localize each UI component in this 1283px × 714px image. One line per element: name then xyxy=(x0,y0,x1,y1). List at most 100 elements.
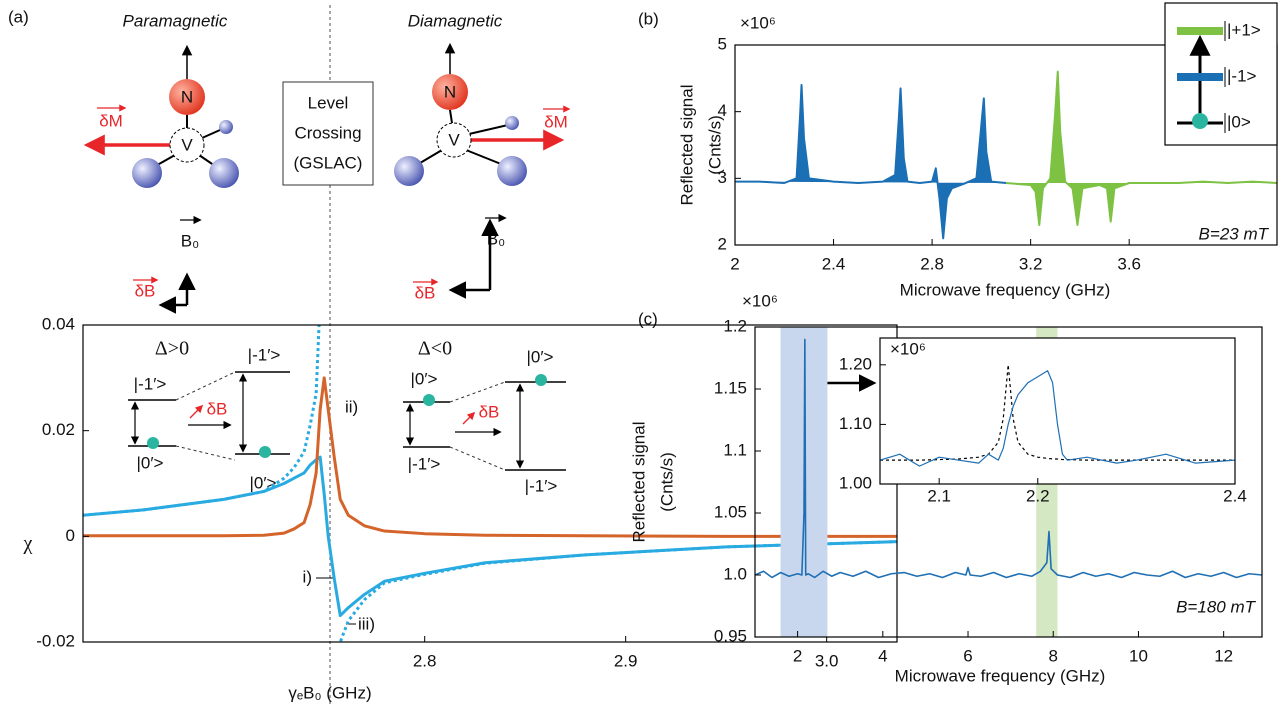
x-axis-label: Microwave frequency (GHz) xyxy=(895,666,1106,685)
y-multiplier: ×10⁶ xyxy=(740,13,776,32)
x-tick-label: 2.8 xyxy=(413,651,437,670)
level-label: |+1> xyxy=(1227,20,1261,39)
x-tick-label: 6 xyxy=(963,646,972,665)
y-axis-label: (Cnts/s) xyxy=(705,115,724,175)
chart-panel: 2 3 4 5 2 2.4 2.8 3.2 3.6 Microwave frequency (GH… xyxy=(677,2,1278,299)
inset-background xyxy=(880,338,1235,484)
panel-label: (c) xyxy=(638,309,658,328)
y-tick-label: 3 xyxy=(718,168,727,187)
x-tick-label: 2.4 xyxy=(822,254,846,273)
y-tick-label: 1.10 xyxy=(839,414,872,433)
y-tick-label: 1.15 xyxy=(714,378,747,397)
y-tick-label: -0.02 xyxy=(36,631,75,650)
x-tick-label: 3.6 xyxy=(1117,254,1141,273)
b0-label: B₀ xyxy=(181,231,199,250)
x-axis-label: Microwave frequency (GHz) xyxy=(900,280,1111,299)
plot-frame xyxy=(82,324,898,643)
level-label: |-1′> xyxy=(408,454,441,473)
crossing-box xyxy=(282,81,374,186)
y-tick-label: 1.1 xyxy=(723,440,747,459)
series-label: ii) xyxy=(345,397,358,416)
atom-label: N xyxy=(444,82,456,101)
x-tick-label: 8 xyxy=(1049,646,1058,665)
annotation: B=180 mT xyxy=(1176,597,1257,616)
x-tick-label: 2.1 xyxy=(927,486,951,505)
level-label: |-1′> xyxy=(134,374,167,393)
x-tick-label: 2 xyxy=(730,254,739,273)
crossing-text: Crossing xyxy=(294,123,361,142)
crossing-text: (GSLAC) xyxy=(294,153,363,172)
delta-m-label: δM xyxy=(544,112,568,131)
level-dot xyxy=(1192,113,1208,129)
annotation: B=23 mT xyxy=(1199,224,1270,243)
y-axis-label: Reflected signal xyxy=(629,422,648,543)
y-tick-label: 0.02 xyxy=(42,420,75,439)
series-label: iii) xyxy=(358,614,375,633)
chart-panel: 1.00 1.10 1.20 2.1 2.2 2.4 ×10⁶ xyxy=(839,337,1247,505)
molecule: N V δM xyxy=(83,44,239,188)
x-tick-label: 10 xyxy=(1129,646,1148,665)
level-label: |0′> xyxy=(527,347,554,366)
data-line xyxy=(880,364,1235,461)
level-diagram: Δ>0 |-1′> |0′> |-1′> |0′> δB Δ<0 |0′> |-… xyxy=(128,338,566,495)
molecule: N V δM xyxy=(394,42,571,186)
data-line xyxy=(83,325,897,642)
crossing-text: Level xyxy=(308,93,349,112)
y-axis-label: χ xyxy=(23,533,33,555)
y-tick-label: 2 xyxy=(718,234,727,253)
x-tick-label: 2.9 xyxy=(614,651,638,670)
level-label: |0> xyxy=(1227,112,1251,131)
x-tick-label: 2.8 xyxy=(920,254,944,273)
panel-label: (b) xyxy=(638,9,659,28)
series-label: i) xyxy=(303,567,312,586)
panel-label: (a) xyxy=(8,7,29,26)
diamagnetic-label: Diamagnetic xyxy=(408,11,503,30)
delta-m-label: δM xyxy=(99,111,123,130)
x-axis-label: γₑB₀ (GHz) xyxy=(288,683,371,702)
y-multiplier: ×10⁶ xyxy=(890,339,926,358)
level-label: |-1′> xyxy=(248,345,281,364)
y-tick-label: 1.20 xyxy=(839,354,872,373)
paramagnetic-label: Paramagnetic xyxy=(123,11,228,30)
level-label: |0′> xyxy=(137,453,164,472)
atom-label: V xyxy=(448,130,460,149)
x-tick-label: 2.2 xyxy=(1026,486,1050,505)
y-tick-label: 4 xyxy=(718,101,727,120)
plot-frame xyxy=(879,337,1236,485)
level-label: |0′> xyxy=(411,369,438,388)
y-tick-label: 1.00 xyxy=(839,473,872,492)
delta-label: Δ<0 xyxy=(418,338,452,360)
x-tick-label: 2.4 xyxy=(1223,486,1247,505)
y-multiplier: ×10⁶ xyxy=(742,291,778,310)
x-tick-label: 3.0 xyxy=(815,651,839,670)
y-tick-label: 0 xyxy=(66,526,75,545)
area-line xyxy=(1005,70,1277,226)
y-tick-label: 1.2 xyxy=(723,316,747,335)
x-tick-label: 12 xyxy=(1214,646,1233,665)
delta-b-label: δB xyxy=(207,399,228,418)
y-tick-label: 0.95 xyxy=(714,626,747,645)
level-label: |-1′> xyxy=(525,476,558,495)
x-tick-label: 4 xyxy=(878,646,887,665)
data-line xyxy=(83,376,897,538)
y-tick-label: 1.05 xyxy=(714,502,747,521)
chart-panel: i) ii) iii) -0.02 0 0.02 0.04 2.8 2.9 3.0 γₑB₀ (GH… xyxy=(23,314,898,702)
y-tick-label: 0.04 xyxy=(42,314,75,333)
level-label: |-1> xyxy=(1227,66,1257,85)
data-line xyxy=(755,338,1262,579)
y-tick-label: 1.0 xyxy=(723,564,747,583)
y-axis-label: (Cnts/s) xyxy=(657,452,676,512)
y-axis-label: Reflected signal xyxy=(677,85,696,206)
y-tick-label: 5 xyxy=(718,34,727,53)
delta-b-label: δB xyxy=(415,283,436,302)
delta-b-label: δB xyxy=(479,402,500,421)
atom-label: N xyxy=(181,87,193,106)
data-line xyxy=(880,370,1235,467)
plot-frame xyxy=(754,326,1263,638)
area-line xyxy=(735,84,1007,240)
x-tick-label: 2 xyxy=(793,646,802,665)
x-tick-label: 3.2 xyxy=(1019,254,1043,273)
delta-label: Δ>0 xyxy=(155,338,189,360)
spin-diagram: Paramagnetic Diamagnetic Level Crossing … xyxy=(83,11,571,314)
